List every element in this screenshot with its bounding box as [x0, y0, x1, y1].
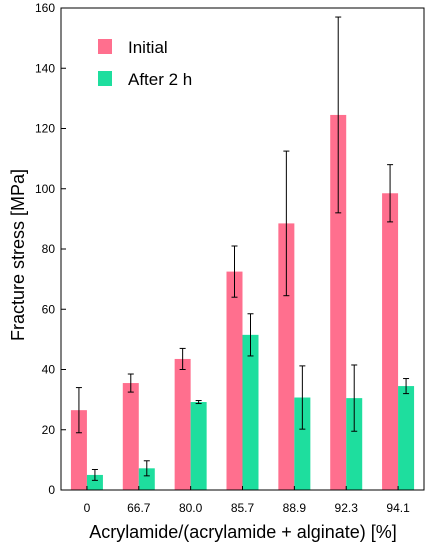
- bar-after-2h: [294, 397, 311, 490]
- error-bars-layer: [75, 16, 410, 481]
- bar-initial: [278, 223, 295, 491]
- bar-initial: [122, 383, 139, 490]
- ticks-layer: 0 66.7 80.0 85.7 88.9 92.3 94.1 0 20 40 60 80 100 120…: [35, 1, 410, 515]
- x-tick-label: 92.3: [335, 501, 359, 515]
- bar-after-2h: [138, 468, 155, 490]
- legend-label-after-2h: After 2 h: [128, 70, 192, 89]
- y-tick-label: 120: [35, 122, 55, 136]
- bar-after-2h: [398, 386, 415, 490]
- bar-after-2h: [242, 334, 259, 490]
- y-tick-label: 60: [42, 302, 56, 316]
- bar-initial: [174, 358, 191, 490]
- y-tick-label: 0: [48, 483, 55, 497]
- bar-after-2h: [86, 474, 103, 490]
- bar-initial: [226, 271, 243, 490]
- x-tick-label: 88.9: [283, 501, 307, 515]
- bars-layer: [70, 114, 415, 491]
- x-tick-label: 80.0: [179, 501, 203, 515]
- y-tick-label: 160: [35, 1, 55, 15]
- y-tick-label: 40: [42, 363, 56, 377]
- bar-initial: [330, 114, 347, 490]
- legend-swatch-after-2h: [98, 71, 112, 86]
- y-tick-label: 140: [35, 61, 55, 75]
- y-tick-label: 80: [42, 242, 56, 256]
- x-tick-label: 94.1: [386, 501, 410, 515]
- y-tick-label: 20: [42, 423, 56, 437]
- bar-after-2h: [346, 398, 363, 490]
- bar-initial: [382, 193, 399, 491]
- x-tick-label: 66.7: [127, 501, 151, 515]
- x-axis-title: Acrylamide/(acrylamide + alginate) [%]: [89, 522, 397, 542]
- legend: Initial After 2 h: [98, 38, 192, 89]
- y-axis-title: Fracture stress [MPa]: [8, 169, 28, 341]
- legend-swatch-initial: [98, 39, 112, 54]
- bar-initial: [70, 410, 87, 490]
- x-tick-label: 85.7: [231, 501, 255, 515]
- legend-label-initial: Initial: [128, 38, 168, 57]
- x-tick-label: 0: [84, 501, 91, 515]
- bar-after-2h: [190, 402, 207, 490]
- y-tick-label: 100: [35, 182, 55, 196]
